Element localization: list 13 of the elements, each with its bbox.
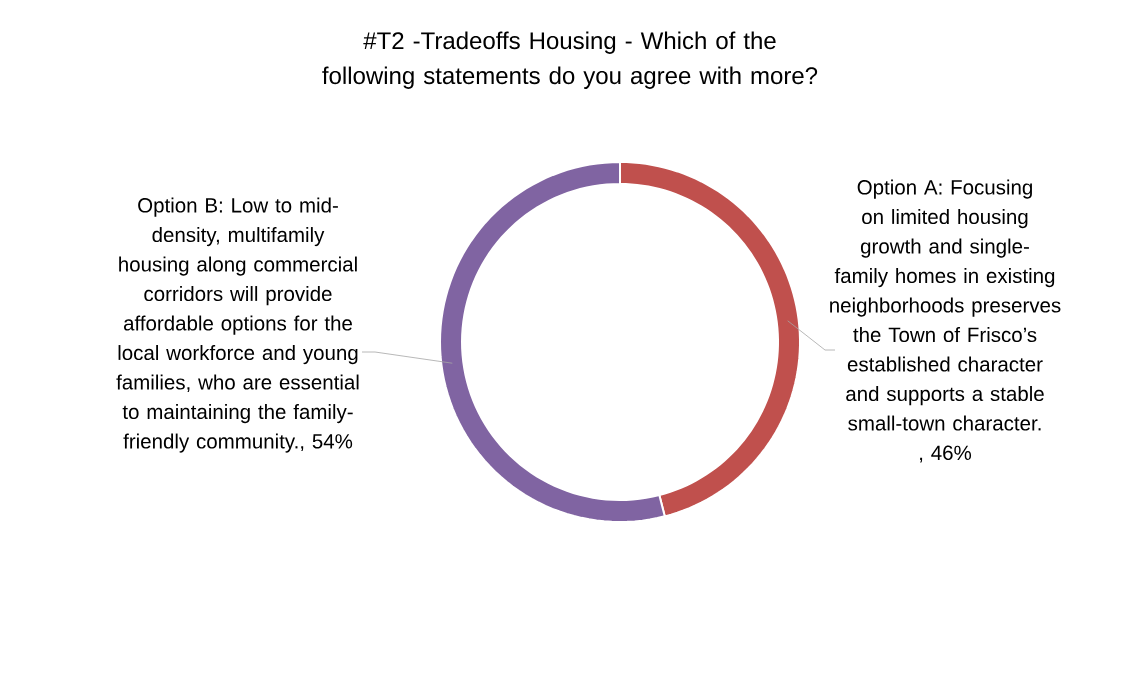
category-label: local workforce and young <box>118 345 358 365</box>
category-label: housing along commercial <box>119 256 357 276</box>
category-label: Option B: Low to mid- <box>138 197 338 217</box>
category-label: affordable options for the <box>123 315 352 335</box>
category-label: Option A: Focusing on limited housing growth and single-family homes in existing neighborhoods preserves the Town of Frisco’s established character and supports a stable small-town character. <box>830 179 1061 431</box>
category-label: to maintaining the family- <box>122 404 353 424</box>
chart-title: #T2 -Tradeoffs Housing - Which of the following statements do you agree with more? <box>322 31 818 89</box>
category-label: friendly community. <box>123 433 298 453</box>
data-label: , 54% <box>301 434 353 452</box>
category-label: corridors will provide <box>144 286 332 306</box>
data-label: , 46% <box>920 445 972 463</box>
category-label: density, multifamily <box>152 227 325 247</box>
category-label: families, who are essential <box>116 374 359 393</box>
